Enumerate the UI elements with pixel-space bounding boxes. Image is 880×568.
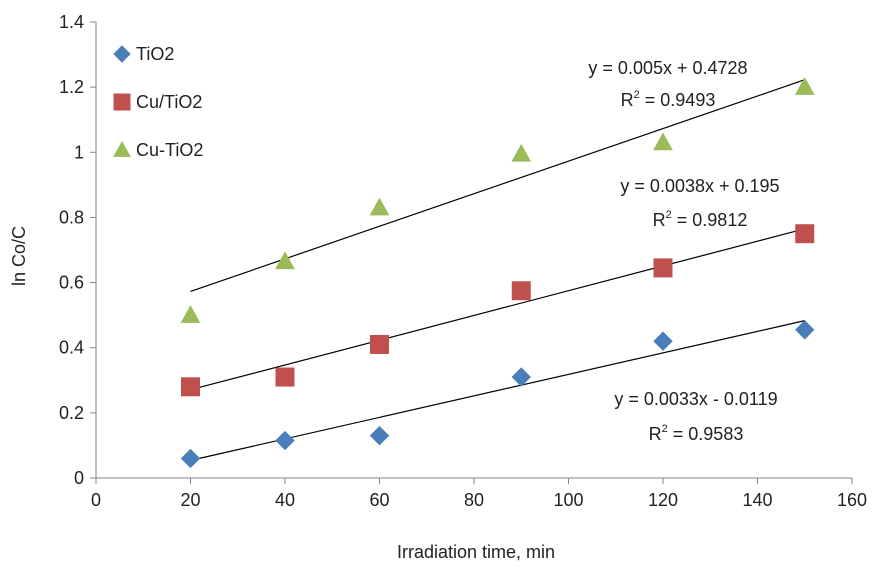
trend-equation: y = 0.005x + 0.4728 [588,58,747,78]
y-tick-label: 0.2 [59,403,84,423]
point-diamond [653,331,673,351]
trend-equation: y = 0.0033x - 0.0119 [614,389,777,409]
r-squared-symbol: R [621,90,634,110]
legend-label: Cu-TiO2 [136,140,203,160]
point-triangle [180,305,201,323]
x-tick-label: 160 [837,490,867,510]
point-triangle [511,143,532,162]
point-diamond [180,448,201,469]
point-square [181,377,200,397]
point-square [511,281,531,301]
legend-marker-square [113,93,131,111]
point-square [370,334,389,354]
point-square [653,258,673,278]
data-points [180,77,815,469]
y-axis-title: ln Co/C [9,226,29,286]
r-squared-superscript: 2 [666,209,672,221]
x-axis-title: Irradiation time, min [397,542,555,562]
legend-marker-triangle [113,140,131,157]
legend: TiO2 Cu/TiO2 Cu-TiO2 [113,44,203,160]
trend-line-0 [190,320,805,461]
y-tick-label: 1 [74,142,84,162]
point-triangle [794,77,815,95]
r-squared-label: R2 = 0.9493 [621,89,716,110]
r-squared-value: = 0.9493 [640,90,716,110]
r-squared-label: R2 = 0.9583 [649,423,744,444]
point-diamond [369,425,390,446]
y-tick-label: 0.8 [59,207,84,227]
r-squared-label: R2 = 0.9812 [653,209,748,230]
x-tick-label: 80 [464,490,484,510]
r-squared-symbol: R [653,210,666,230]
r-squared-symbol: R [649,424,662,444]
legend-label: TiO2 [136,44,174,64]
y-tick-label: 0.6 [59,273,84,293]
x-tick-label: 0 [91,490,101,510]
r-squared-superscript: 2 [634,89,640,101]
legend-label: Cu/TiO2 [136,92,202,112]
trend-line-2 [190,79,805,292]
point-square [795,224,815,244]
trend-equation: y = 0.0038x + 0.195 [620,176,779,196]
r-squared-value: = 0.9583 [668,424,744,444]
r-squared-value: = 0.9812 [672,210,748,230]
x-tick-label: 100 [553,490,583,510]
point-triangle [653,132,673,151]
trend-lines [190,79,805,461]
axes: 0 0.2 0.4 0.6 0.8 1 1.2 1.4 0 20 40 60 80 100 120 140 16… [59,12,867,510]
x-tick-label: 60 [369,490,389,510]
point-diamond [275,430,295,451]
point-diamond [511,367,531,387]
x-tick-label: 120 [648,490,678,510]
point-triangle [275,251,295,270]
point-diamond [795,320,815,340]
x-tick-label: 20 [180,490,200,510]
y-tick-label: 1.2 [59,77,84,97]
legend-marker-diamond [113,45,131,63]
y-tick-label: 0.4 [59,338,84,358]
r-squared-superscript: 2 [662,423,668,435]
point-square [275,367,295,387]
point-triangle [369,197,390,216]
y-tick-label: 0 [74,468,84,488]
x-tick-label: 40 [275,490,295,510]
trend-line-1 [190,228,805,391]
x-tick-label: 140 [742,490,772,510]
y-tick-label: 1.4 [59,12,84,32]
